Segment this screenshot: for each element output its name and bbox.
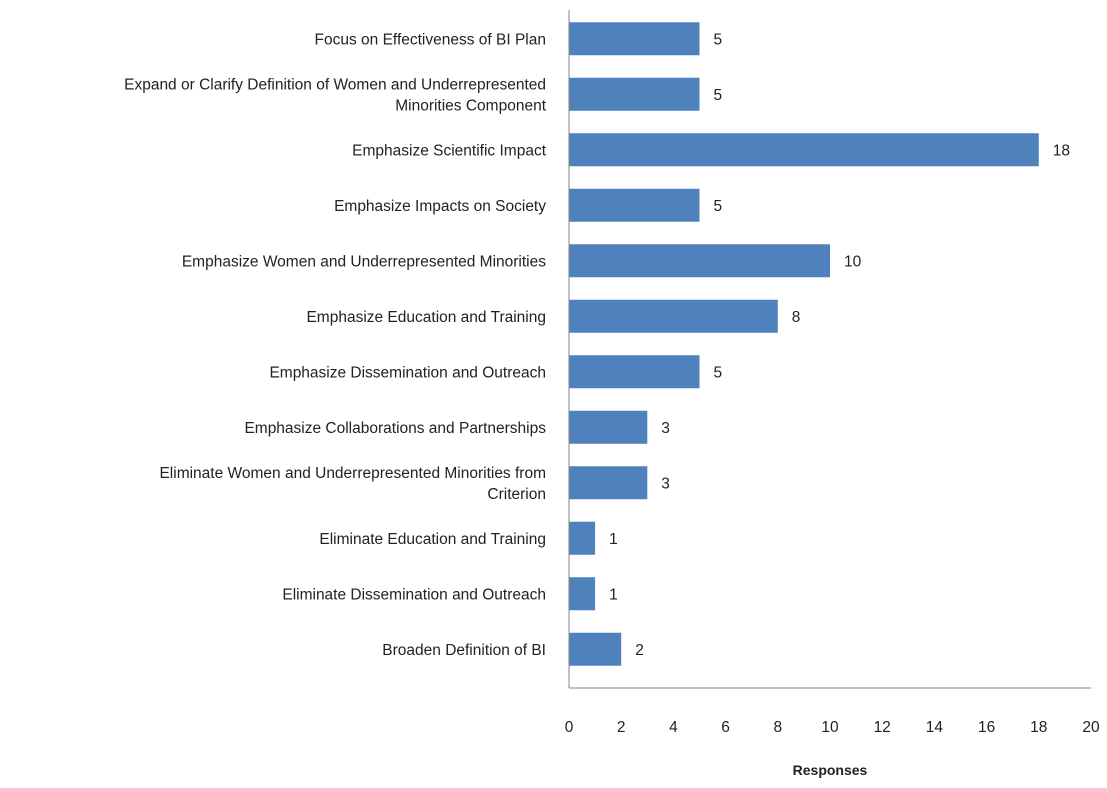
x-tick-label: 8 [773,719,782,736]
bar [569,77,700,111]
category-label: Emphasize Education and Training [306,309,546,326]
bars-layer [569,22,1039,666]
category-label-line: Emphasize Education and Training [306,309,546,326]
bar [569,188,700,222]
x-tick-label: 18 [1030,719,1047,736]
x-tick-label: 14 [926,719,944,736]
category-label-line: Eliminate Dissemination and Outreach [282,586,546,603]
x-tick-label: 4 [669,719,678,736]
category-label: Emphasize Dissemination and Outreach [269,364,546,381]
category-label: Focus on Effectiveness of BI Plan [315,31,546,48]
bar-value-label: 5 [714,87,723,104]
bar [569,632,622,666]
category-label: Emphasize Collaborations and Partnership… [244,420,546,437]
category-label: Broaden Definition of BI [382,642,546,659]
category-label-line: Emphasize Women and Underrepresented Min… [182,253,546,270]
axes-layer [568,10,1091,689]
category-label: Emphasize Scientific Impact [352,142,547,159]
x-tick-label: 6 [721,719,730,736]
category-labels: Focus on Effectiveness of BI Plan Expand … [124,31,547,659]
category-label-line: Eliminate Women and Underrepresented Min… [159,465,546,482]
bar-value-label: 5 [714,31,723,48]
category-label-line: Expand or Clarify Definition of Women an… [124,76,546,93]
x-tick-label: 20 [1082,719,1100,736]
category-label: Eliminate Women and Underrepresented Min… [159,465,546,503]
bar-value-label: 5 [714,364,723,381]
category-label-line: Focus on Effectiveness of BI Plan [315,31,546,48]
bar [569,22,700,56]
bar-value-label: 1 [609,531,618,548]
category-label-line: Emphasize Impacts on Society [334,198,546,215]
bar-value-label: 8 [792,309,801,326]
category-label-line: Criterion [487,486,546,503]
bar-value-label: 1 [609,586,618,603]
x-tick-label: 16 [978,719,995,736]
x-tick-label: 12 [874,719,891,736]
x-tick-label: 2 [617,719,626,736]
bar-value-label: 10 [844,253,862,270]
category-label: Eliminate Education and Training [319,531,546,548]
category-label: Emphasize Impacts on Society [334,198,546,215]
x-tick-label: 0 [565,719,574,736]
bar [569,466,648,500]
bar [569,577,596,611]
bar-value-label: 2 [635,642,644,659]
bar [569,244,830,278]
x-tick-label: 10 [821,719,839,736]
bar [569,133,1039,167]
bar [569,410,648,444]
category-label-line: Emphasize Dissemination and Outreach [269,364,546,381]
category-label-line: Minorities Component [395,97,546,114]
category-label-line: Emphasize Scientific Impact [352,142,547,159]
category-label-line: Eliminate Education and Training [319,531,546,548]
category-label: Eliminate Dissemination and Outreach [282,586,546,603]
bar-value-label: 5 [714,198,723,215]
bar [569,299,778,333]
bar-value-label: 3 [661,420,670,437]
bar-value-label: 18 [1053,142,1070,159]
bar [569,355,700,389]
category-label-line: Broaden Definition of BI [382,642,546,659]
category-label: Emphasize Women and Underrepresented Min… [182,253,546,270]
category-label-line: Emphasize Collaborations and Partnership… [244,420,546,437]
bar [569,521,596,555]
bar-value-label: 3 [661,475,670,492]
value-labels: 5 5 18 5 10 8 5 3 3 1 1 2 [609,31,1070,659]
category-label: Expand or Clarify Definition of Women an… [124,76,547,114]
x-tick-labels: 0 2 4 6 8 10 12 14 16 18 20 [565,719,1100,736]
x-axis-title: Responses [793,762,868,778]
